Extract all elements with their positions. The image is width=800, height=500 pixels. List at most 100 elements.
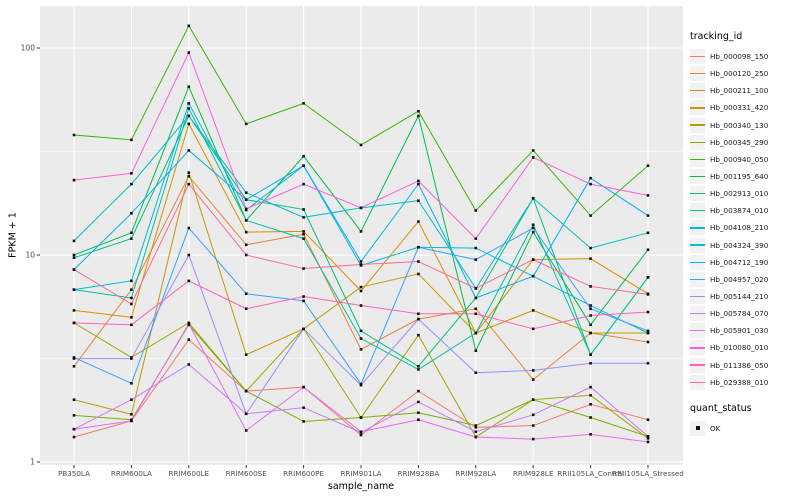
data-point-Hb_000940_050 (72, 133, 76, 137)
data-point-Hb_003874_010 (589, 353, 592, 356)
data-point-Hb_000120_250 (359, 348, 363, 351)
data-point-Hb_005784_070 (646, 435, 650, 438)
x-tick-label: RRIM600PE (283, 469, 324, 478)
x-tick-label: RRIM928LA (455, 469, 496, 478)
series-color-line-icon (690, 347, 705, 349)
legend-item: Hb_001195_640 (690, 168, 800, 185)
data-point-Hb_004712_190 (187, 149, 191, 152)
series-color-line-icon (690, 124, 705, 126)
data-point-Hb_000098_150 (72, 435, 76, 439)
data-point-Hb_004957_020 (646, 329, 650, 333)
data-point-Hb_000940_050 (417, 109, 420, 113)
legend-item-label: Hb_000340_130 (710, 120, 769, 130)
legend-item-label: OK (710, 423, 721, 433)
legend: tracking_id Hb_000098_150 Hb_000120_250 Hb… (690, 31, 800, 437)
legend-item: Hb_000120_250 (690, 65, 800, 82)
x-tick-label: RRIM928LE (513, 469, 554, 478)
data-point-Hb_005784_070 (187, 363, 191, 366)
data-point-Hb_004712_190 (589, 176, 592, 180)
data-point-Hb_010080_010 (359, 206, 363, 210)
data-point-Hb_001195_640 (72, 253, 76, 257)
data-point-Hb_000940_050 (244, 122, 248, 126)
legend-item-label: Hb_000120_250 (710, 69, 769, 79)
data-point-Hb_004712_190 (302, 164, 305, 168)
data-point-Hb_029388_010 (130, 302, 133, 306)
legend-item-label: Hb_000331_420 (710, 103, 769, 113)
data-point-Hb_000120_250 (187, 174, 191, 178)
data-point-Hb_004324_390 (646, 331, 650, 335)
data-point-Hb_004957_020 (589, 307, 592, 311)
legend-item-label: Hb_000940_050 (710, 154, 769, 164)
data-point-Hb_004957_020 (417, 245, 420, 249)
data-point-Hb_005784_070 (474, 430, 478, 434)
data-point-Hb_000331_420 (359, 285, 363, 289)
data-point-Hb_000345_290 (302, 420, 305, 423)
data-point-Hb_001195_640 (417, 114, 420, 118)
legend-key (690, 83, 705, 99)
legend-key (690, 374, 705, 390)
legend-item: Hb_004108_210 (690, 219, 800, 236)
data-point-Hb_000120_250 (244, 243, 248, 247)
legend-key (690, 203, 705, 219)
legend-item-label: Hb_010080_010 (710, 343, 769, 353)
data-point-Hb_005144_210 (417, 317, 420, 321)
data-point-Hb_004712_190 (130, 212, 133, 215)
data-point-Hb_000120_250 (531, 378, 535, 381)
data-point-Hb_004108_210 (646, 231, 650, 235)
data-point-Hb_004957_020 (531, 226, 535, 230)
legend-key (690, 323, 705, 339)
data-point-Hb_029388_010 (72, 268, 76, 271)
ok-square-marker-key (690, 420, 705, 436)
data-point-Hb_000331_420 (72, 398, 76, 401)
series-color-line-icon (690, 90, 705, 92)
data-point-Hb_005901_030 (646, 440, 650, 444)
data-point-Hb_029388_010 (589, 285, 592, 288)
series-color-line-icon (690, 278, 705, 281)
data-point-Hb_005784_070 (531, 413, 535, 417)
data-point-Hb_029388_010 (244, 253, 248, 257)
data-point-Hb_003874_010 (302, 237, 305, 240)
legend-item-ok: OK (690, 420, 800, 437)
legend-key (690, 186, 705, 202)
data-point-Hb_004324_390 (474, 246, 478, 250)
data-point-Hb_000098_150 (417, 389, 420, 393)
data-point-Hb_005901_030 (474, 435, 478, 439)
data-point-Hb_000211_100 (359, 289, 363, 293)
data-point-Hb_000940_050 (531, 149, 535, 152)
data-point-Hb_011386_050 (589, 314, 592, 317)
data-point-Hb_000340_130 (589, 394, 592, 397)
data-point-Hb_005901_030 (531, 437, 535, 441)
legend-key (690, 220, 705, 236)
filled-square-icon (695, 426, 700, 431)
series-color-line-icon (690, 73, 705, 75)
legend-item: Hb_000331_420 (690, 99, 800, 116)
data-point-Hb_000331_420 (417, 272, 420, 276)
legend-key (690, 271, 705, 287)
data-point-Hb_002913_010 (72, 256, 76, 260)
data-point-Hb_010080_010 (130, 172, 133, 175)
data-point-Hb_004108_210 (187, 114, 191, 118)
data-point-Hb_011386_050 (187, 279, 191, 283)
data-point-Hb_005901_030 (417, 418, 420, 422)
series-color-line-icon (690, 261, 705, 263)
legend-item: Hb_000211_100 (690, 82, 800, 99)
series-color-line-icon (690, 330, 705, 332)
data-point-Hb_004108_210 (589, 246, 592, 250)
data-point-Hb_000340_130 (646, 437, 650, 440)
legend-entries-tracking-id: Hb_000098_150 Hb_000120_250 Hb_000211_100 H… (690, 48, 800, 391)
legend-item: Hb_005901_030 (690, 322, 800, 339)
data-point-Hb_004957_020 (187, 226, 191, 230)
data-point-Hb_005144_210 (646, 361, 650, 365)
data-point-Hb_000120_250 (130, 288, 133, 291)
data-point-Hb_004324_390 (72, 288, 76, 291)
data-point-Hb_004712_190 (244, 198, 248, 201)
legend-item-label: Hb_001195_640 (710, 172, 769, 182)
series-color-line-icon (690, 227, 705, 229)
data-point-Hb_010080_010 (302, 182, 305, 186)
data-point-Hb_003874_010 (646, 276, 650, 279)
data-point-Hb_000098_150 (646, 418, 650, 422)
y-tick-label: 10 (25, 251, 35, 260)
data-point-Hb_002913_010 (302, 208, 305, 211)
x-tick-label: RRIM600LE (169, 469, 210, 478)
